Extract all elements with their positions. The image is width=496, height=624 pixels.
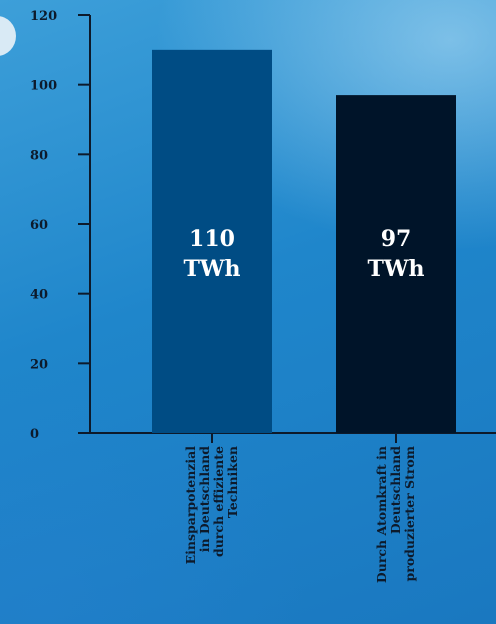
category-label: Einsparpotenzial in Deutschland durch effi… — [183, 446, 240, 565]
corner-decoration — [0, 16, 16, 56]
bar — [152, 49, 272, 433]
chart-categories: Einsparpotenzial in Deutschland durch effi… — [183, 446, 417, 583]
bar-value-label: 110 TWh — [183, 226, 240, 282]
chart-bars: 110 TWh 97 TWh — [152, 49, 456, 433]
category-label-line: Durch Atomkraft in — [374, 446, 389, 583]
y-tick-label: 20 — [30, 357, 48, 372]
category-label-line: Techniken — [225, 446, 240, 518]
y-tick-label: 80 — [30, 148, 48, 163]
bar-value-label: 97 TWh — [367, 226, 424, 282]
category-label-line: durch effiziente — [211, 446, 226, 557]
category-label-line: Einsparpotenzial — [183, 446, 198, 565]
y-tick-label: 60 — [30, 218, 48, 233]
y-tick-label: 0 — [30, 427, 39, 442]
category-label-line: Deutschland — [388, 446, 403, 534]
bar — [336, 95, 456, 433]
y-tick-label: 100 — [30, 79, 57, 94]
category-label: Durch Atomkraft in Deutschland produzierte… — [374, 446, 417, 583]
category-label-line: in Deutschland — [197, 446, 212, 553]
y-tick-label: 40 — [30, 288, 48, 303]
category-label-line: produzierter Strom — [402, 446, 417, 582]
chart-axes: 0 20 40 60 80 100 120 — [30, 9, 496, 443]
y-tick-label: 120 — [30, 9, 57, 24]
